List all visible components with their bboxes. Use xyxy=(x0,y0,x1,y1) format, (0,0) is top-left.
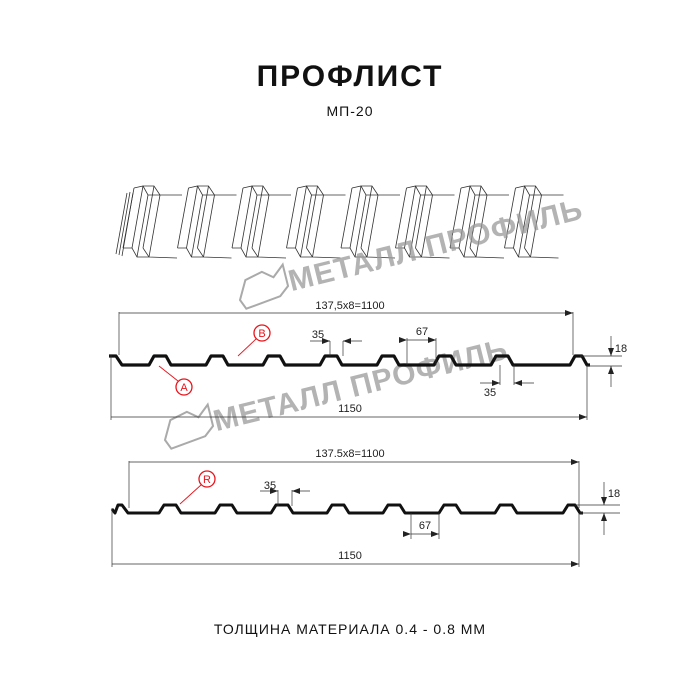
page-title: ПРОФЛИСТ xyxy=(256,60,444,93)
sheet-3d-view xyxy=(115,185,564,259)
material-thickness-note: ТОЛЩИНА МАТЕРИАЛА 0.4 - 0.8 ММ xyxy=(213,621,487,637)
dim-rib-pitch: 67 xyxy=(416,326,428,338)
sheet-rib xyxy=(340,185,379,258)
sheet-rib-bottom xyxy=(286,247,341,259)
logo-icon xyxy=(238,262,290,310)
dim-rib-top: 35 xyxy=(264,480,276,492)
sheet-rib-bottom xyxy=(341,247,396,259)
sheet-rib-bottom xyxy=(123,247,178,259)
dim-rib-top: 35 xyxy=(312,329,324,341)
sheet-rib xyxy=(286,185,324,258)
sheet-rib-bottom xyxy=(504,247,559,259)
profile-r-section: 137.5x8=1100 R 35 67 1150 18 xyxy=(110,448,620,567)
profile-r-outline xyxy=(110,503,583,515)
dim-bottom-gap: 35 xyxy=(484,387,496,399)
profile-a-outline xyxy=(109,354,590,367)
sheet-rib-top xyxy=(515,185,564,196)
sheet-rib xyxy=(177,185,215,258)
sheet-rib-top xyxy=(297,185,346,196)
sheet-rib-bottom xyxy=(395,247,450,259)
sheet-rib-top xyxy=(188,185,237,196)
sheet-rib-bottom xyxy=(232,247,287,259)
dim-height: 18 xyxy=(615,343,627,355)
watermark-bottom: МЕТАЛЛ ПРОФИЛЬ xyxy=(163,333,511,450)
sheet-rib-top xyxy=(406,185,455,196)
dim-overall: 1150 xyxy=(338,550,362,562)
dim-total-pitch: 137.5x8=1100 xyxy=(315,448,384,460)
sheet-edge xyxy=(115,191,134,257)
dim-overall: 1150 xyxy=(338,403,362,415)
dim-rib-pitch: 67 xyxy=(419,520,431,532)
sheet-rib-top xyxy=(133,185,182,196)
watermark-text: МЕТАЛЛ ПРОФИЛЬ xyxy=(285,193,586,298)
dim-height: 18 xyxy=(608,488,620,500)
watermark-text: МЕТАЛЛ ПРОФИЛЬ xyxy=(210,333,511,438)
sheet-rib-bottom xyxy=(450,247,505,259)
page-subtitle: МП-20 xyxy=(326,103,374,119)
sheet-rib xyxy=(395,185,433,258)
sheet-rib xyxy=(122,185,161,258)
marker-a xyxy=(175,378,193,396)
marker-r-label: R xyxy=(203,474,211,486)
sheet-rib-bottom xyxy=(177,247,232,259)
marker-a-label: A xyxy=(180,382,188,394)
marker-b xyxy=(253,324,271,342)
logo-icon xyxy=(163,402,215,450)
sheet-rib xyxy=(231,185,270,258)
sheet-rib xyxy=(449,185,488,258)
marker-r xyxy=(198,470,216,488)
sheet-rib-top xyxy=(351,185,400,196)
dim-total-pitch: 137,5x8=1100 xyxy=(315,300,384,312)
sheet-rib-top xyxy=(460,185,509,196)
sheet-rib-top xyxy=(242,185,291,196)
sheet-rib xyxy=(504,185,542,258)
marker-b-label: B xyxy=(258,328,265,340)
profile-a-section: 137,5x8=1100 35 67 35 1150 18 xyxy=(109,300,627,420)
watermark-top: МЕТАЛЛ ПРОФИЛЬ xyxy=(238,193,586,310)
